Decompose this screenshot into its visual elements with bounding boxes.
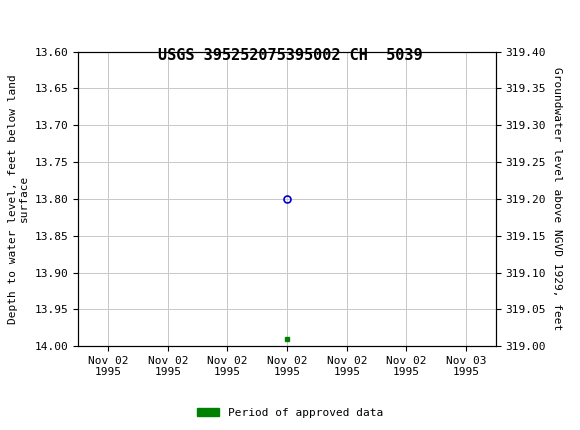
Text: USGS 395252075395002 CH  5039: USGS 395252075395002 CH 5039	[158, 49, 422, 63]
Text: ≡: ≡	[7, 4, 30, 32]
Y-axis label: Groundwater level above NGVD 1929, feet: Groundwater level above NGVD 1929, feet	[552, 67, 561, 331]
Y-axis label: Depth to water level, feet below land
surface: Depth to water level, feet below land su…	[8, 74, 29, 324]
Legend: Period of approved data: Period of approved data	[193, 403, 387, 422]
Text: USGS: USGS	[32, 9, 92, 28]
